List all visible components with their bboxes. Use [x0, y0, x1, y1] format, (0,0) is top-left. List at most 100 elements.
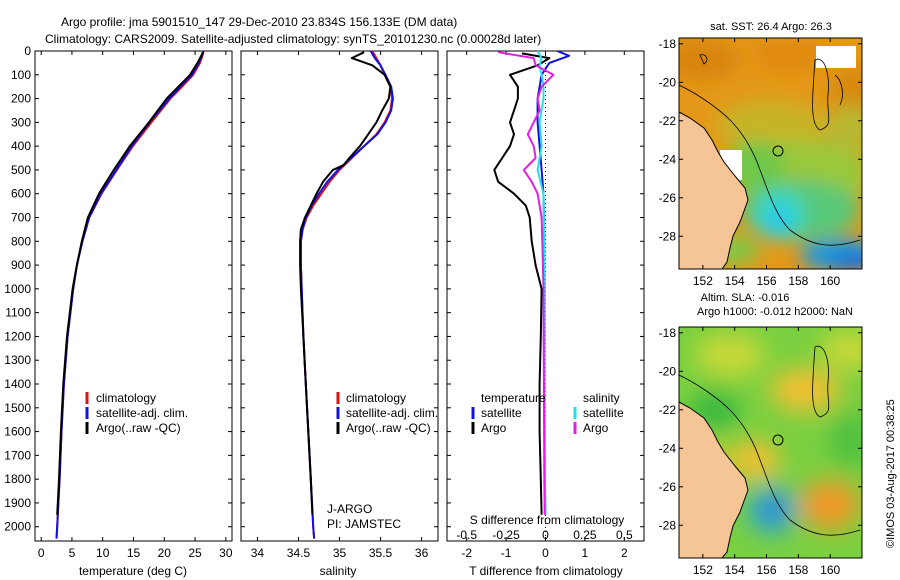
y-tick-label: 100: [11, 68, 31, 82]
legend-label-climatology: climatology: [346, 391, 406, 405]
x-tick-label-top: 0.25: [573, 528, 597, 542]
temperature-panel-frame: [34, 50, 233, 542]
x-tick-label: 34: [251, 546, 265, 560]
series-line-t-satellite: [536, 50, 571, 515]
profile-lines: [55, 50, 571, 539]
x-tick-label: 1: [582, 546, 589, 560]
salinity-panel-frame: [240, 50, 439, 542]
y-tick-label: 400: [11, 139, 31, 153]
float-position-marker: [772, 434, 784, 446]
sst-map-title: sat. SST: 26.4 Argo: 26.3: [710, 21, 832, 33]
map-y-tick-label: -18: [659, 326, 677, 340]
legend-label-satellite: satellite-adj. clim.: [96, 406, 188, 420]
x-tick-label: 0: [38, 546, 45, 560]
legend-label-t-satellite: satellite: [481, 406, 522, 420]
salinity-xlabel: salinity: [320, 564, 357, 578]
reef-contour: [812, 58, 830, 131]
y-tick-label: 1100: [5, 306, 31, 320]
x-tick-label: 10: [96, 546, 110, 560]
coastline-land: [679, 112, 748, 269]
legend-title-temperature: temperature: [481, 391, 546, 405]
x-tick-label: 15: [127, 546, 141, 560]
legend-label-t-argo: Argo: [481, 421, 507, 435]
series-line-satellite-adj-clim-: [299, 50, 394, 539]
legend-title-salinity: salinity: [583, 391, 620, 405]
map-y-tick-label: -22: [659, 114, 677, 128]
y-tick-label: 200: [11, 92, 31, 106]
y-tick-label: 1700: [4, 448, 31, 462]
temperature-legend: climatology satellite-adj. clim. Argo(..…: [85, 391, 188, 435]
header-line-1: Argo profile: jma 5901510_147 29-Dec-201…: [61, 15, 457, 29]
map-y-tick-label: -28: [659, 229, 677, 243]
x-tick-label: 34.5: [287, 546, 311, 560]
map-x-tick-label: 160: [820, 274, 840, 288]
map-x-tick-label: 158: [788, 563, 808, 577]
map-y-tick-label: -26: [659, 480, 677, 494]
coastline: [679, 111, 749, 269]
sst-map-field: [679, 38, 862, 269]
legend-label-argo: Argo(..raw -QC): [96, 421, 181, 435]
temperature-xlabel: temperature (deg C): [79, 564, 187, 578]
sst-map-frame: [678, 37, 863, 270]
series-line-s-argo: [498, 51, 555, 515]
y-tick-label: 900: [11, 258, 31, 272]
series-line-climatology: [55, 50, 205, 539]
series-line-argo: [299, 51, 392, 515]
cloud-mask: [816, 46, 856, 68]
legend-label-climatology: climatology: [96, 391, 156, 405]
sdiff-xlabel: S difference from climatology: [470, 513, 625, 527]
legend-label-argo: Argo(..raw -QC): [346, 421, 431, 435]
bathymetry-contour: [679, 84, 861, 246]
map-y-tick-label: -20: [659, 364, 677, 378]
map-y-tick-label: -24: [659, 152, 677, 166]
y-tick-label: 1900: [4, 496, 31, 510]
float-position-marker: [772, 145, 784, 157]
reef-contour: [699, 54, 708, 65]
y-tick-label: 600: [11, 187, 31, 201]
legend-label-s-argo: Argo: [583, 421, 609, 435]
y-tick-label: 500: [11, 163, 31, 177]
y-tick-label: 2000: [4, 520, 31, 534]
bathymetry-contour: [679, 374, 861, 536]
reef-contour: [812, 345, 830, 418]
x-tick-label: -1: [501, 546, 512, 560]
x-tick-label: 30: [219, 546, 233, 560]
salinity-legend: climatology satellite-adj. clim. Argo(..…: [336, 391, 438, 435]
map-y-tick-label: -26: [659, 191, 677, 205]
x-tick-label: -2: [461, 546, 472, 560]
y-tick-label: 1600: [4, 425, 31, 439]
x-tick-label-top: -0.25: [492, 528, 520, 542]
map-x-tick-label: 158: [788, 274, 808, 288]
map-x-tick-label: 154: [725, 563, 745, 577]
y-tick-label: 0: [24, 44, 31, 58]
legend-label-s-satellite: satellite: [583, 406, 624, 420]
y-tick-label: 800: [11, 234, 31, 248]
y-tick-label: 700: [11, 211, 31, 225]
y-tick-label: 1000: [4, 282, 31, 296]
x-tick-label: 0: [542, 546, 549, 560]
float-pi-label: PI: JAMSTEC: [327, 517, 401, 531]
difference-legend: temperature salinity satellite Argo sate…: [471, 391, 624, 435]
y-tick-label: 1300: [4, 353, 31, 367]
y-tick-label: 1200: [4, 329, 31, 343]
legend-label-satellite: satellite-adj. clim.: [346, 406, 438, 420]
coastline-land: [679, 402, 748, 558]
map-x-tick-label: 152: [693, 563, 713, 577]
float-program-label: J-ARGO: [327, 502, 372, 516]
header-line-2: Climatology: CARS2009. Satellite-adjuste…: [45, 32, 541, 46]
x-tick-label: 25: [188, 546, 202, 560]
series-line-satellite-adj-clim-: [55, 50, 205, 539]
coastline: [679, 401, 749, 558]
map-y-tick-label: -28: [659, 518, 677, 532]
x-tick-label-top: 0.5: [616, 528, 633, 542]
map-x-tick-label: 160: [820, 563, 840, 577]
map-y-tick-label: -20: [659, 75, 677, 89]
x-tick-label-top: -0.5: [456, 528, 477, 542]
imos-credit: ©IMOS 03-Aug-2017 00:38:25: [885, 399, 897, 548]
x-tick-label: 36: [415, 546, 429, 560]
map-x-tick-label: 154: [725, 274, 745, 288]
series-line-argo: [56, 51, 204, 515]
x-tick-label: 35.5: [369, 546, 393, 560]
map-y-tick-label: -22: [659, 403, 677, 417]
